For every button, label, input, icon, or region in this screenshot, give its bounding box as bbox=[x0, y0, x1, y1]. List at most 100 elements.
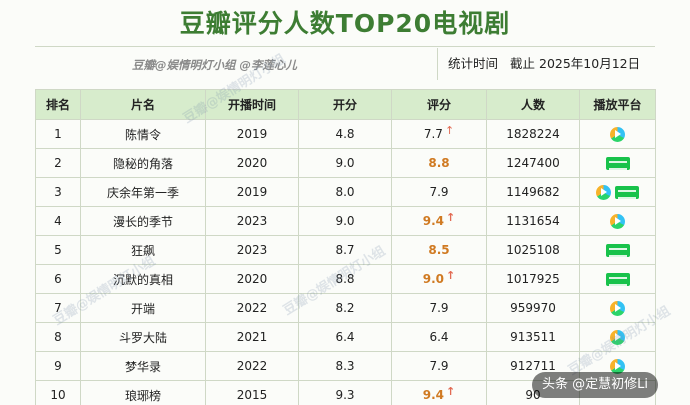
stat-time-value: 截止 2025年10月12日 bbox=[510, 56, 641, 71]
cell-title: 斗罗大陆 bbox=[80, 322, 206, 352]
cell-opening-score: 8.2 bbox=[298, 293, 392, 323]
cell-premiere: 2023 bbox=[205, 206, 299, 236]
cell-premiere: 2019 bbox=[205, 119, 299, 149]
score-value: 6.4 bbox=[429, 330, 449, 344]
cell-score: 9.0 ↑ bbox=[391, 264, 487, 294]
cell-rank: 5 bbox=[35, 235, 81, 265]
cell-count: 913511 bbox=[486, 322, 580, 352]
trend-up-icon: ↑ bbox=[446, 385, 456, 398]
header-premiere: 开播时间 bbox=[205, 89, 299, 120]
cell-count: 959970 bbox=[486, 293, 580, 323]
iqiyi-logo-icon bbox=[605, 273, 630, 286]
header-opening-score: 开分 bbox=[298, 89, 392, 120]
table-row: 5 狂飙 2023 8.7 8.5 1025108 bbox=[35, 235, 656, 265]
table-row: 8 斗罗大陆 2021 6.4 6.4 913511 bbox=[35, 322, 656, 352]
cell-platform bbox=[579, 235, 656, 265]
cell-platform bbox=[579, 293, 656, 323]
header-rank: 排名 bbox=[35, 89, 81, 120]
credit-line: 豆瓣@娱情明灯小组 @李莲心儿 bbox=[132, 58, 298, 72]
trend-up-icon: ↑ bbox=[446, 269, 456, 282]
cell-opening-score: 9.0 bbox=[298, 148, 392, 178]
cell-count: 1025108 bbox=[486, 235, 580, 265]
header-count: 人数 bbox=[486, 89, 580, 120]
cell-opening-score: 9.3 bbox=[298, 380, 392, 405]
cell-title: 陈情令 bbox=[80, 119, 206, 149]
cell-opening-score: 6.4 bbox=[298, 322, 392, 352]
cell-rank: 3 bbox=[35, 177, 81, 207]
tencent-video-logo-icon bbox=[610, 329, 625, 345]
table-row: 2 隐秘的角落 2020 9.0 8.8 1247400 bbox=[35, 148, 656, 178]
cell-count: 1131654 bbox=[486, 206, 580, 236]
table-row: 6 沉默的真相 2020 8.8 9.0 ↑ 1017925 bbox=[35, 264, 656, 294]
trend-up-icon: ↑ bbox=[446, 211, 456, 224]
cell-score: 7.9 bbox=[391, 177, 487, 207]
score-value: 7.9 bbox=[429, 185, 449, 199]
tencent-video-logo-icon bbox=[610, 358, 625, 374]
score-value: 7.9 bbox=[429, 359, 449, 373]
tencent-video-logo-icon bbox=[610, 213, 625, 229]
cell-platform bbox=[579, 322, 656, 352]
cell-premiere: 2019 bbox=[205, 177, 299, 207]
cell-score: 8.5 bbox=[391, 235, 487, 265]
cell-title: 狂飙 bbox=[80, 235, 206, 265]
cell-premiere: 2015 bbox=[205, 380, 299, 405]
table-row: 4 漫长的季节 2023 9.0 9.4 ↑ 1131654 bbox=[35, 206, 656, 236]
cell-score: 7.9 bbox=[391, 351, 487, 381]
page-title: 豆瓣评分人数TOP20电视剧 bbox=[179, 9, 511, 38]
tencent-video-logo-icon bbox=[596, 184, 611, 200]
cell-opening-score: 9.0 bbox=[298, 206, 392, 236]
cell-rank: 1 bbox=[35, 119, 81, 149]
tencent-video-logo-icon bbox=[610, 126, 625, 142]
cell-score: 9.4 ↑ bbox=[391, 380, 487, 405]
score-value: 9.0 bbox=[422, 272, 445, 286]
cell-score: 8.8 bbox=[391, 148, 487, 178]
tencent-video-logo-icon bbox=[610, 300, 625, 316]
score-value: 9.4 bbox=[422, 388, 445, 402]
footer-watermark-badge: 头条 @定慧初修Li bbox=[532, 372, 658, 398]
cell-opening-score: 8.3 bbox=[298, 351, 392, 381]
cell-count: 1149682 bbox=[486, 177, 580, 207]
table-header-row: 排名 片名 开播时间 开分 评分 人数 播放平台 bbox=[35, 89, 656, 120]
cell-title: 琅琊榜 bbox=[80, 380, 206, 405]
cell-rank: 8 bbox=[35, 322, 81, 352]
cell-count: 1017925 bbox=[486, 264, 580, 294]
score-value: 7.7 bbox=[423, 127, 443, 141]
score-value: 9.4 bbox=[422, 214, 445, 228]
stat-time-label: 统计时间 bbox=[448, 56, 499, 71]
cell-title: 漫长的季节 bbox=[80, 206, 206, 236]
iqiyi-logo-icon bbox=[605, 244, 630, 257]
score-value: 8.8 bbox=[428, 156, 450, 170]
cell-platform bbox=[579, 264, 656, 294]
cell-platform bbox=[579, 177, 656, 207]
cell-title: 梦华录 bbox=[80, 351, 206, 381]
ranking-table: 排名 片名 开播时间 开分 评分 人数 播放平台 1 陈情令 2019 4.8 7.7 ↑… bbox=[35, 89, 656, 405]
cell-rank: 2 bbox=[35, 148, 81, 178]
iqiyi-logo-icon bbox=[605, 157, 630, 170]
cell-opening-score: 4.8 bbox=[298, 119, 392, 149]
cell-score: 6.4 bbox=[391, 322, 487, 352]
cell-premiere: 2020 bbox=[205, 148, 299, 178]
cell-premiere: 2020 bbox=[205, 264, 299, 294]
cell-rank: 9 bbox=[35, 351, 81, 381]
cell-rank: 10 bbox=[35, 380, 81, 405]
header-platform: 播放平台 bbox=[579, 89, 656, 120]
cell-premiere: 2022 bbox=[205, 293, 299, 323]
stat-time-box: 统计时间 截止 2025年10月12日 bbox=[437, 48, 655, 80]
cell-premiere: 2022 bbox=[205, 351, 299, 381]
cell-opening-score: 8.0 bbox=[298, 177, 392, 207]
table-row: 7 开端 2022 8.2 7.9 959970 bbox=[35, 293, 656, 323]
cell-count: 1828224 bbox=[486, 119, 580, 149]
cell-title: 庆余年第一季 bbox=[80, 177, 206, 207]
header-title: 片名 bbox=[80, 89, 206, 120]
cell-premiere: 2021 bbox=[205, 322, 299, 352]
title-divider bbox=[35, 46, 655, 47]
cell-title: 沉默的真相 bbox=[80, 264, 206, 294]
cell-count: 1247400 bbox=[486, 148, 580, 178]
cell-title: 隐秘的角落 bbox=[80, 148, 206, 178]
cell-score: 7.9 bbox=[391, 293, 487, 323]
header-score: 评分 bbox=[391, 89, 487, 120]
score-value: 7.9 bbox=[429, 301, 449, 315]
table-row: 3 庆余年第一季 2019 8.0 7.9 1149682 bbox=[35, 177, 656, 207]
cell-score: 7.7 ↑ bbox=[391, 119, 487, 149]
